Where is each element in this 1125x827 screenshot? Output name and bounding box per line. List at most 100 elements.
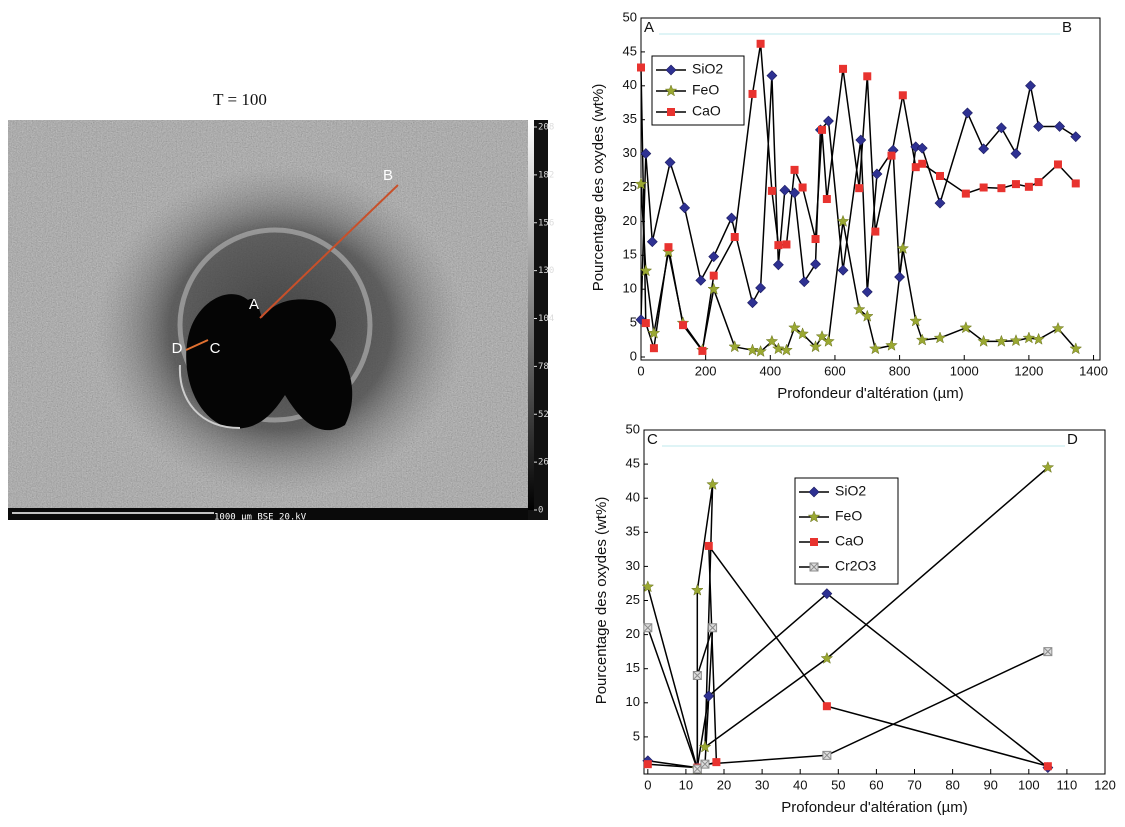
marker xyxy=(979,183,988,192)
chart: 0 200 400 600 800 1000 1200 1400 0 5 10 15 20 25 30 35 4… xyxy=(590,9,1108,402)
marker xyxy=(885,338,898,351)
marker xyxy=(679,202,691,214)
y-tick-label: 10 xyxy=(623,281,637,296)
y-tick-label: 25 xyxy=(623,179,637,194)
marker xyxy=(772,259,784,271)
marker xyxy=(863,72,872,81)
x-tick-label: 200 xyxy=(695,363,717,378)
marker xyxy=(961,189,970,198)
marker xyxy=(637,63,645,72)
marker xyxy=(1069,342,1083,355)
y-tick-label: 40 xyxy=(626,490,640,505)
x-tick-label: 90 xyxy=(983,777,997,792)
y-tick-label: 5 xyxy=(630,315,637,330)
marker xyxy=(887,151,896,160)
marker xyxy=(780,343,793,356)
marker xyxy=(934,197,946,209)
plot-frame xyxy=(643,429,1106,775)
x-axis-label: Profondeur d'altération (µm) xyxy=(777,385,964,402)
marker xyxy=(811,235,820,244)
colorbar-label: 208 xyxy=(538,123,554,133)
marker xyxy=(910,141,922,153)
colorbar-label: 0 xyxy=(538,506,543,516)
marker xyxy=(818,125,827,134)
marker xyxy=(640,148,652,160)
marker xyxy=(703,690,715,702)
marker xyxy=(692,671,702,681)
corner-label: B xyxy=(1062,19,1072,36)
marker xyxy=(748,89,757,98)
marker xyxy=(822,195,831,204)
x-tick-label: 10 xyxy=(679,777,693,792)
marker xyxy=(915,333,929,346)
marker xyxy=(679,321,688,330)
marker xyxy=(1041,460,1055,474)
marker xyxy=(1009,333,1023,347)
marker xyxy=(852,302,866,315)
x-tick-label: 70 xyxy=(907,777,921,792)
legend-marker xyxy=(810,538,818,546)
marker xyxy=(896,241,910,254)
marker xyxy=(860,309,874,322)
y-tick-label: 15 xyxy=(626,660,640,675)
marker xyxy=(822,702,831,711)
colorbar-label: 26 xyxy=(538,458,549,468)
marker xyxy=(643,623,653,633)
marker xyxy=(1071,179,1080,188)
marker xyxy=(772,342,785,355)
colorbar-label: 156 xyxy=(538,218,554,228)
marker xyxy=(774,241,783,250)
marker xyxy=(798,276,810,288)
y-tick-label: 40 xyxy=(623,77,637,92)
x-tick-label: 50 xyxy=(831,777,845,792)
marker xyxy=(755,282,767,294)
x-tick-label: 30 xyxy=(755,777,769,792)
colorbar-label: 130 xyxy=(538,266,554,276)
x-tick-label: 100 xyxy=(1018,777,1040,792)
marker xyxy=(746,343,759,356)
marker xyxy=(1010,148,1022,160)
corner-label: A xyxy=(644,19,654,36)
marker xyxy=(995,334,1008,347)
colorbar-label: 52 xyxy=(538,410,549,420)
corner-label: C xyxy=(647,431,658,448)
marker xyxy=(1054,121,1066,132)
x-tick-label: 600 xyxy=(824,363,846,378)
marker xyxy=(909,314,923,327)
marker xyxy=(754,344,767,357)
marker xyxy=(820,651,834,664)
marker xyxy=(861,286,873,298)
marker xyxy=(695,274,707,286)
marker xyxy=(700,759,710,769)
marker xyxy=(821,588,833,600)
legend-label: FeO xyxy=(692,82,719,98)
marker xyxy=(730,232,739,241)
y-tick-label: 50 xyxy=(623,9,637,24)
marker xyxy=(706,477,719,490)
marker xyxy=(747,297,758,309)
legend-label: FeO xyxy=(835,508,862,524)
marker xyxy=(837,264,849,276)
marker xyxy=(868,342,882,355)
point-label: A xyxy=(249,296,259,313)
marker xyxy=(766,70,778,82)
marker xyxy=(822,750,832,760)
legend-marker xyxy=(667,108,675,116)
x-tick-label: 0 xyxy=(637,363,644,378)
marker xyxy=(855,134,867,146)
marker xyxy=(810,258,821,270)
legend-label: SiO2 xyxy=(692,61,723,77)
marker xyxy=(767,186,776,195)
marker xyxy=(1022,331,1036,344)
chart: 0 10 20 30 40 50 60 70 80 90 100 110 120 5 10 15 20 25 30 3… xyxy=(593,421,1116,816)
marker xyxy=(911,163,920,172)
marker xyxy=(916,142,928,154)
colorbar-label: 182 xyxy=(538,170,554,180)
marker xyxy=(634,177,648,190)
marker xyxy=(823,115,834,127)
marker xyxy=(643,760,652,769)
point-label: B xyxy=(383,167,393,184)
y-tick-label: 30 xyxy=(623,145,637,160)
marker xyxy=(978,143,990,155)
legend-label: Cr2O3 xyxy=(835,558,876,574)
